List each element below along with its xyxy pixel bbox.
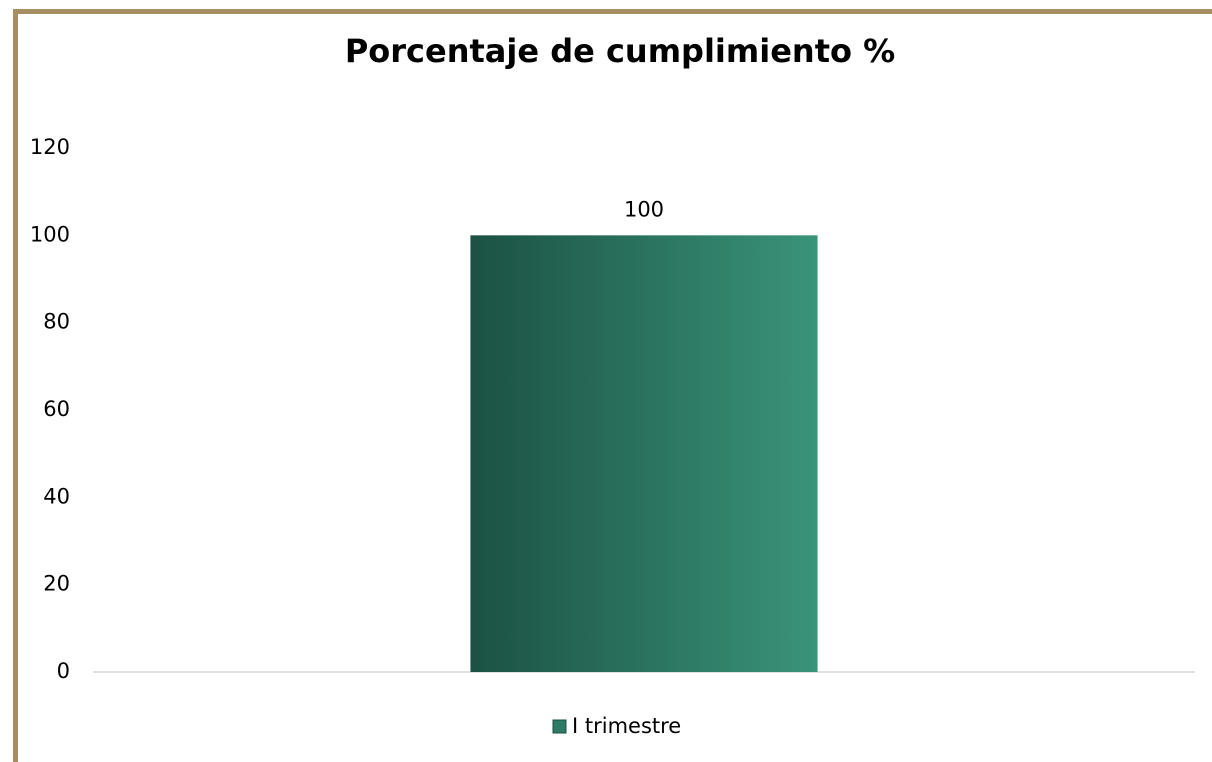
y-tick-label: 100 [30,222,70,246]
y-tick-label: 60 [43,397,70,421]
y-tick-label: 120 [30,135,70,159]
y-tick-label: 40 [43,484,70,508]
legend-label: I trimestre [572,714,681,738]
y-tick-label: 0 [57,659,70,683]
data-label: 100 [624,197,664,221]
chart-title: Porcentaje de cumplimiento % [345,32,895,70]
frame-border [13,9,1212,762]
legend-swatch [552,719,567,734]
y-tick-label: 20 [43,572,70,596]
y-tick-label: 80 [43,310,70,334]
bar [470,235,818,673]
